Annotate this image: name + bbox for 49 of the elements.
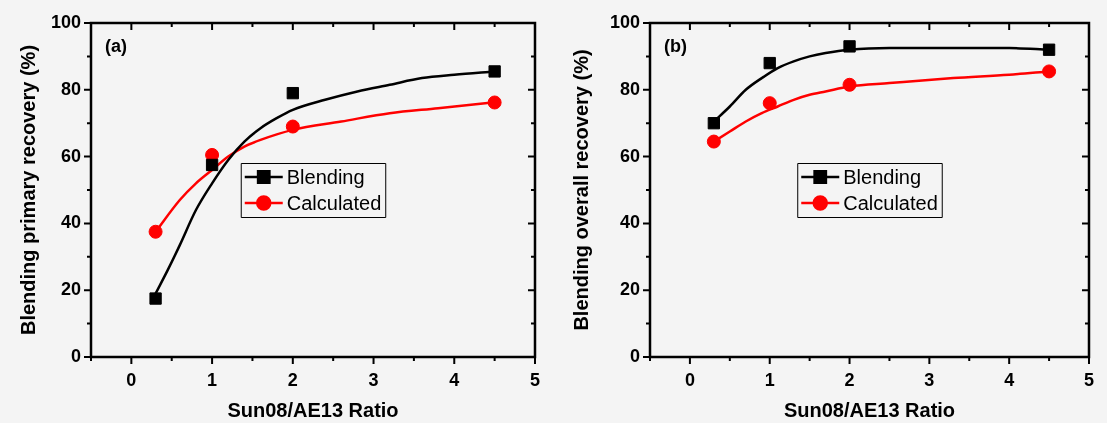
legend-label: Calculated xyxy=(843,191,938,214)
y-axis-title: Blending primary recovery (%) xyxy=(16,44,39,336)
x-axis-title: Sun08/AE13 Ratio xyxy=(783,398,956,421)
x-tick-label: 5 xyxy=(1083,369,1094,390)
x-tick-label: 4 xyxy=(449,369,460,390)
y-tick-label: 60 xyxy=(60,145,81,166)
point xyxy=(762,96,777,111)
point xyxy=(706,134,721,149)
x-tick-label: 4 xyxy=(1004,369,1015,390)
point xyxy=(205,158,219,172)
point xyxy=(763,56,776,70)
x-axis-title: Sun08/AE13 Ratio xyxy=(227,398,399,421)
x-tick-label: 5 xyxy=(529,369,540,390)
point xyxy=(707,117,721,130)
point xyxy=(148,224,163,239)
x-tick-label: 1 xyxy=(764,369,775,390)
x-tick-label: 3 xyxy=(368,369,379,390)
y-tick-label: 80 xyxy=(60,78,81,99)
y-tick-label: 20 xyxy=(619,279,640,300)
y-tick-label: 0 xyxy=(70,345,81,366)
x-tick-label: 2 xyxy=(844,369,855,390)
legend-label: Calculated xyxy=(286,191,382,214)
point xyxy=(843,40,856,53)
point xyxy=(1042,64,1057,79)
point xyxy=(286,86,299,100)
legend-label: Blending xyxy=(843,165,922,188)
point xyxy=(285,119,300,134)
legend-label: Blending xyxy=(286,165,365,188)
annotation: (a) xyxy=(105,35,127,56)
point xyxy=(149,292,162,305)
annotation: (b) xyxy=(664,35,687,56)
x-tick-label: 2 xyxy=(287,369,298,390)
y-tick-label: 80 xyxy=(619,78,640,99)
y-tick-label: 40 xyxy=(60,212,81,233)
point xyxy=(1042,43,1056,56)
y-tick-label: 40 xyxy=(619,212,640,233)
point xyxy=(488,65,501,78)
y-axis-title: Blending overall recovery (%) xyxy=(569,49,592,331)
point xyxy=(842,77,857,92)
y-tick-label: 100 xyxy=(50,11,81,32)
x-tick-label: 3 xyxy=(924,369,935,390)
point xyxy=(487,95,502,110)
y-tick-label: 20 xyxy=(60,279,81,300)
x-tick-label: 0 xyxy=(684,369,695,390)
y-tick-label: 60 xyxy=(619,145,640,166)
y-tick-label: 100 xyxy=(609,11,640,32)
y-tick-label: 0 xyxy=(629,345,640,366)
x-tick-label: 0 xyxy=(126,369,137,390)
x-tick-label: 1 xyxy=(207,369,218,390)
